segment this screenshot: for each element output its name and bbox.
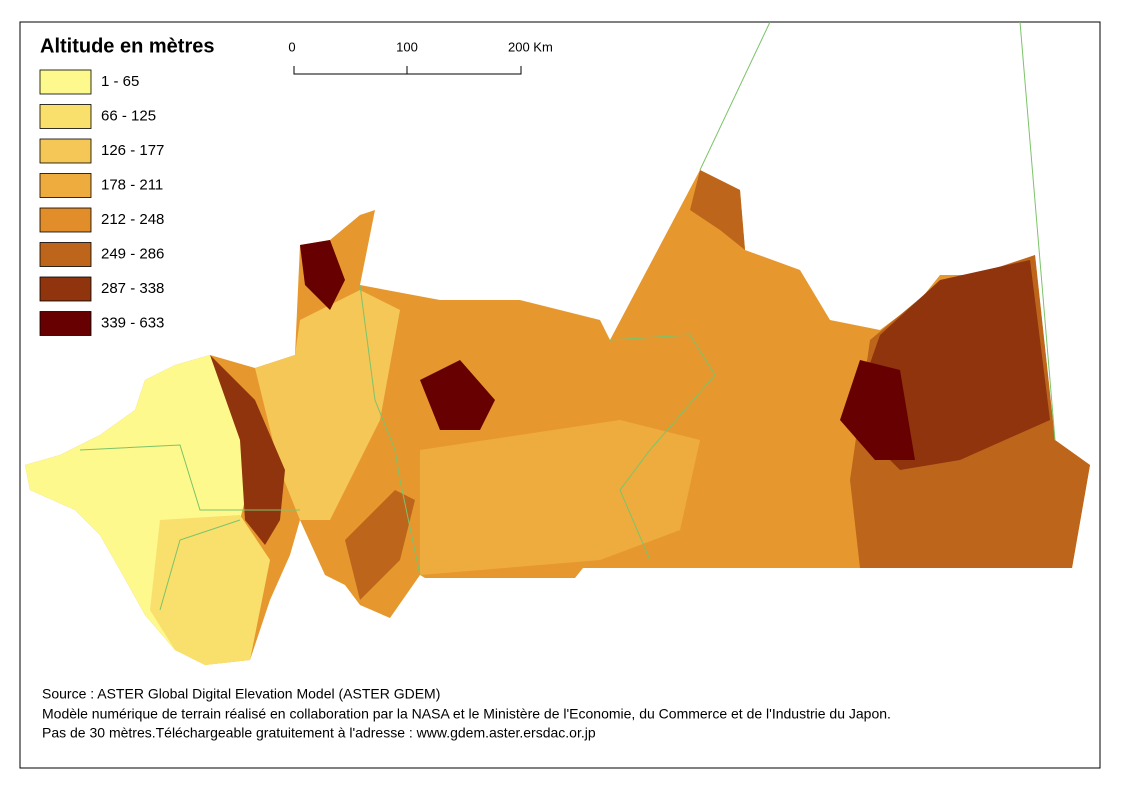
region-mid (255, 290, 400, 520)
legend-swatch (39, 104, 92, 129)
boundary (609, 334, 716, 561)
legend: 1 - 65 66 - 125 126 - 177 178 - 211 212 - 24… (39, 69, 164, 336)
legend-title: Altitude en mètres (40, 35, 214, 57)
terrain (25, 170, 1090, 665)
legend-label: 66 - 125 (101, 107, 156, 124)
boundary (79, 444, 300, 511)
region-south-hills (345, 490, 415, 600)
source-line: Source : ASTER Global Digital Elevation … (42, 686, 440, 702)
boundary (159, 519, 241, 611)
legend-swatch (39, 69, 92, 95)
legend-label: 212 - 248 (101, 211, 164, 228)
legend-swatch (39, 311, 92, 336)
legend-label: 126 - 177 (101, 142, 164, 159)
region-north-peak (300, 240, 345, 310)
scale-label: 200 Km (508, 39, 553, 54)
region-central-peak (420, 360, 495, 430)
region-nw-east (690, 170, 745, 250)
legend-label: 339 - 633 (101, 314, 164, 331)
region-base (25, 170, 1090, 665)
scale-line (293, 66, 522, 75)
legend-swatch (39, 173, 92, 198)
legend-swatch (39, 138, 92, 164)
boundary (1019, 21, 1056, 441)
legend-label: 178 - 211 (101, 176, 163, 193)
region-east-peak (840, 360, 915, 460)
legend-swatch (39, 276, 92, 302)
region-low2 (150, 515, 270, 665)
source-line: Pas de 30 mètres.Téléchargeable gratuite… (42, 725, 596, 741)
region-ridge (210, 355, 285, 545)
boundary (359, 284, 421, 576)
legend-label: 249 - 286 (101, 245, 164, 262)
legend-label: 1 - 65 (101, 73, 139, 90)
scale-label: 100 (396, 39, 418, 54)
legend-swatch (39, 207, 92, 233)
boundaries (79, 21, 1056, 611)
scale-label: 0 (288, 39, 295, 54)
scale-bar: 0 100 200 Km (288, 39, 553, 75)
legend-swatch (39, 242, 92, 267)
region-mid2 (420, 420, 700, 575)
legend-label: 287 - 338 (101, 280, 164, 297)
boundary (699, 21, 771, 171)
source-line: Modèle numérique de terrain réalisé en c… (42, 706, 891, 722)
